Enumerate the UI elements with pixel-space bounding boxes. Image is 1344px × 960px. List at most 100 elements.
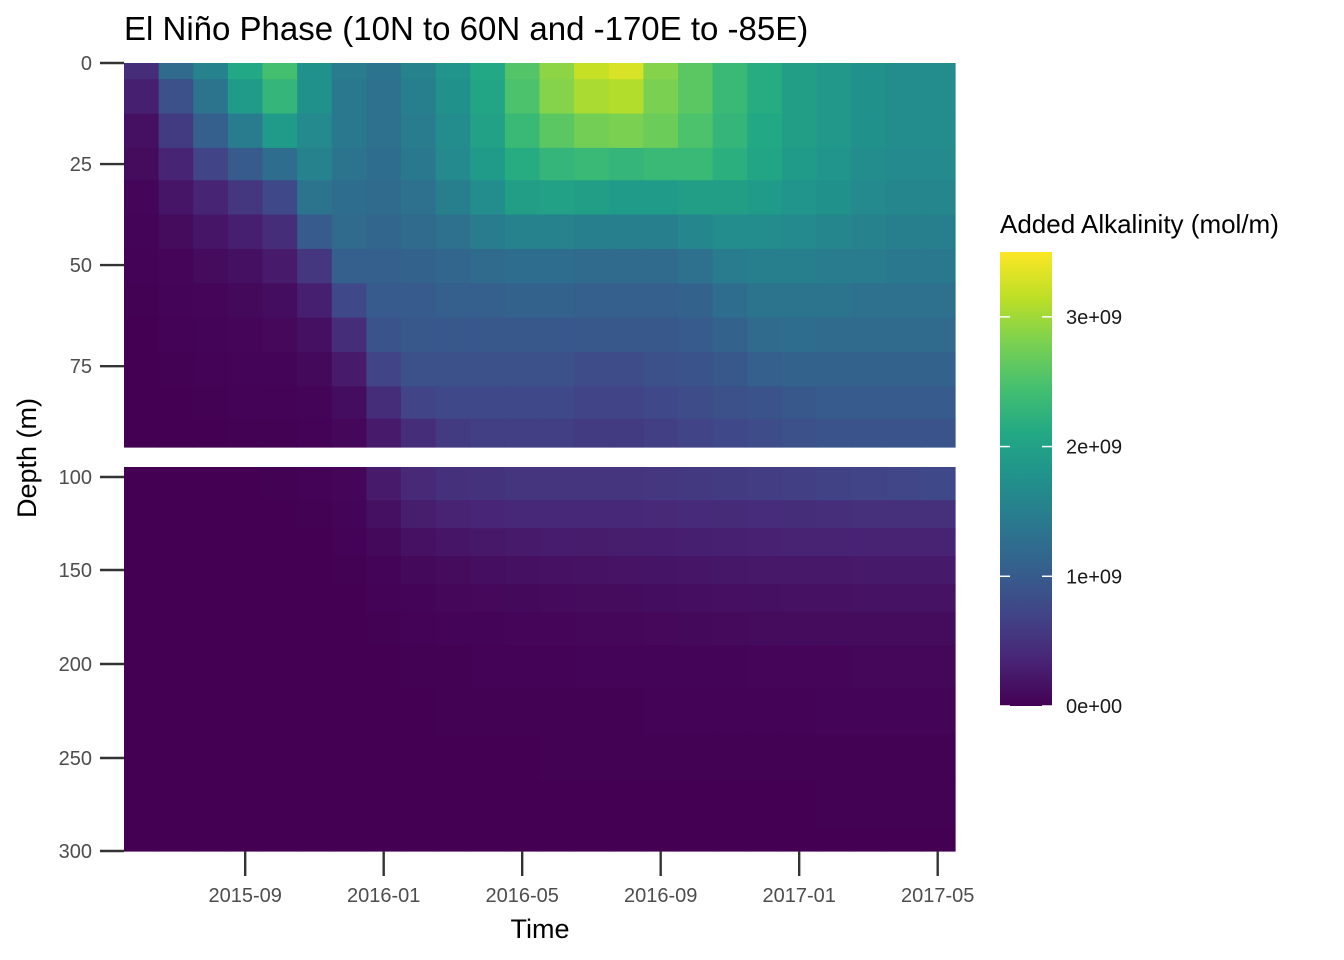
heatmap-cell bbox=[712, 781, 748, 829]
heatmap-cell bbox=[297, 248, 333, 284]
heatmap-cell bbox=[851, 827, 887, 852]
heatmap-cell bbox=[920, 113, 956, 149]
heatmap-cell bbox=[401, 317, 437, 353]
heatmap-cell bbox=[539, 645, 575, 689]
heatmap-cell bbox=[435, 79, 471, 115]
heatmap-cell bbox=[920, 248, 956, 284]
color-legend: Added Alkalinity (mol/m) 0e+00 1e+09 2e+09… bbox=[1000, 209, 1279, 718]
heatmap-cell bbox=[504, 352, 541, 387]
heatmap-cell bbox=[401, 612, 437, 646]
heatmap-cell bbox=[227, 248, 264, 284]
heatmap-cell bbox=[193, 352, 229, 387]
heatmap-cell bbox=[851, 214, 887, 250]
heatmap-cell bbox=[227, 500, 264, 529]
heatmap-cell bbox=[227, 63, 264, 80]
heatmap-cell bbox=[574, 734, 610, 782]
heatmap-cell bbox=[262, 500, 298, 529]
heatmap-cell bbox=[539, 500, 575, 529]
heatmap-cell bbox=[504, 418, 541, 448]
heatmap-cell bbox=[504, 248, 541, 284]
heatmap-cell bbox=[574, 283, 610, 319]
heatmap-cell bbox=[539, 418, 575, 448]
heatmap-cell bbox=[331, 467, 367, 501]
heatmap-cell bbox=[262, 63, 298, 80]
heatmap-cell bbox=[435, 528, 471, 557]
heatmap-cell bbox=[816, 528, 852, 557]
heatmap-cell bbox=[504, 584, 541, 613]
heatmap-cell bbox=[366, 734, 402, 782]
heatmap-cell bbox=[504, 180, 541, 216]
heatmap-cell bbox=[470, 214, 506, 250]
heatmap-cell bbox=[227, 79, 264, 115]
heatmap-cell bbox=[574, 386, 610, 420]
heatmap-cell bbox=[435, 248, 471, 284]
heatmap-cell bbox=[643, 214, 679, 250]
heatmap-cell bbox=[124, 556, 160, 585]
heatmap-cell bbox=[401, 283, 437, 319]
heatmap-cell bbox=[227, 584, 264, 613]
heatmap-cell bbox=[227, 180, 264, 216]
heatmap-cell bbox=[539, 781, 575, 829]
heatmap-cell bbox=[885, 248, 921, 284]
heatmap-cell bbox=[504, 781, 541, 829]
heatmap-cell bbox=[227, 734, 264, 782]
heatmap-cell bbox=[920, 827, 956, 852]
heatmap-cell bbox=[608, 352, 644, 387]
heatmap-cell bbox=[747, 612, 783, 646]
heatmap-cell bbox=[470, 317, 506, 353]
heatmap-cell bbox=[401, 79, 437, 115]
heatmap-cell bbox=[712, 63, 748, 80]
heatmap-cell bbox=[574, 317, 610, 353]
heatmap-cell bbox=[297, 734, 333, 782]
heatmap-cell bbox=[781, 827, 818, 852]
y-tick-label: 25 bbox=[70, 154, 92, 176]
heatmap-cell bbox=[262, 79, 298, 115]
heatmap-cell bbox=[124, 645, 160, 689]
heatmap-cell bbox=[262, 113, 298, 149]
heatmap-cell bbox=[366, 386, 402, 420]
heatmap-cell bbox=[851, 528, 887, 557]
heatmap-cell bbox=[816, 79, 852, 115]
heatmap-cell bbox=[297, 214, 333, 250]
heatmap-cell bbox=[643, 734, 679, 782]
heatmap-cell bbox=[643, 180, 679, 216]
heatmap-cell bbox=[816, 584, 852, 613]
heatmap-cell bbox=[401, 248, 437, 284]
heatmap-cell bbox=[504, 734, 541, 782]
heatmap-cell bbox=[158, 500, 194, 529]
heatmap-cell bbox=[193, 283, 229, 319]
heatmap-cell bbox=[470, 827, 506, 852]
y-tick-label: 300 bbox=[59, 841, 92, 863]
heatmap-cell bbox=[816, 467, 852, 501]
heatmap-cell bbox=[851, 500, 887, 529]
upper-panel-cells bbox=[124, 63, 956, 448]
heatmap-cell bbox=[781, 418, 818, 448]
heatmap-cell bbox=[158, 827, 194, 852]
heatmap-cell bbox=[331, 418, 367, 448]
y-axis-title: Depth (m) bbox=[12, 398, 42, 518]
heatmap-cell bbox=[885, 147, 921, 181]
heatmap-cell bbox=[920, 79, 956, 115]
heatmap-cell bbox=[643, 781, 679, 829]
heatmap-cell bbox=[158, 528, 194, 557]
heatmap-cell bbox=[747, 147, 783, 181]
heatmap-cell bbox=[435, 147, 471, 181]
heatmap-cell bbox=[401, 781, 437, 829]
heatmap-cell bbox=[851, 734, 887, 782]
heatmap-cell bbox=[643, 317, 679, 353]
heatmap-cell bbox=[678, 528, 714, 557]
heatmap-cell bbox=[262, 317, 298, 353]
heatmap-cell bbox=[262, 386, 298, 420]
heatmap-cell bbox=[747, 248, 783, 284]
heatmap-cell bbox=[712, 734, 748, 782]
heatmap-cell bbox=[158, 248, 194, 284]
heatmap-cell bbox=[781, 500, 818, 529]
heatmap-cell bbox=[470, 147, 506, 181]
heatmap-cell bbox=[297, 827, 333, 852]
heatmap-cell bbox=[435, 612, 471, 646]
heatmap-cell bbox=[470, 113, 506, 149]
heatmap-cell bbox=[574, 645, 610, 689]
heatmap-cell bbox=[678, 180, 714, 216]
heatmap-cell bbox=[816, 63, 852, 80]
heatmap-cell bbox=[747, 317, 783, 353]
